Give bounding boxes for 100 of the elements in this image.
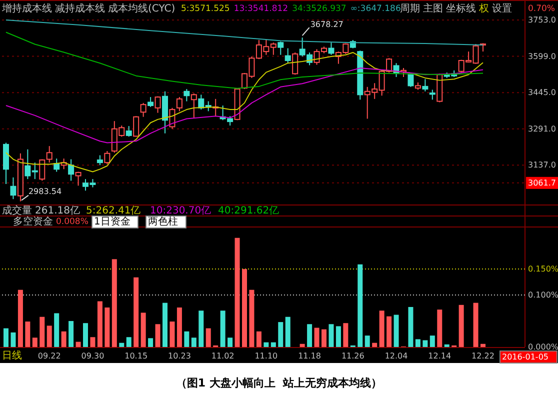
bar [104, 308, 110, 347]
bar [46, 326, 52, 347]
candlestick [154, 96, 161, 114]
candlestick [68, 158, 74, 182]
text: 2016-01-05 [502, 352, 548, 362]
bar [126, 337, 132, 347]
candlestick [10, 176, 16, 200]
bar [249, 290, 254, 347]
candlestick [292, 52, 298, 76]
bar [234, 238, 240, 347]
text: 1日资金 [94, 216, 130, 228]
text: 5:3571.525 [181, 4, 230, 14]
text: 40:291.62亿 [218, 206, 280, 216]
bar [386, 316, 392, 347]
bar [191, 338, 196, 347]
bar [228, 338, 233, 347]
bar [198, 310, 204, 347]
text: ∞:3647.186 [350, 4, 401, 14]
bar [90, 337, 96, 347]
text: 5:262.41亿 [86, 206, 141, 216]
bar [68, 321, 74, 347]
bar [430, 336, 435, 347]
text: （图1 大盘小幅向上 站上无穷成本均线） [176, 376, 382, 390]
candlestick [328, 42, 334, 56]
x-tick-label: 12.04 [384, 352, 408, 360]
annotation: 坐标线 [446, 2, 476, 14]
bar [458, 304, 464, 347]
bar [322, 329, 326, 347]
bar [328, 324, 334, 347]
x-tick-label: 11.18 [298, 352, 321, 360]
x-tick-label: 10.23 [168, 352, 191, 360]
bar [155, 324, 160, 347]
text: 0.008% [56, 217, 88, 227]
candlestick [184, 88, 190, 102]
annotation: 减持成本线 [55, 2, 105, 14]
y-tick-label: 3599.0 [528, 52, 556, 61]
candlestick [278, 41, 284, 56]
x-tick-label: 11.02 [211, 352, 234, 360]
candlestick [104, 150, 110, 165]
bar [444, 344, 450, 347]
text: 两色柱 [148, 216, 178, 228]
bar [242, 269, 247, 347]
bar [170, 322, 175, 347]
text: 多空资金 [13, 216, 53, 228]
line-series [6, 68, 484, 144]
bar [162, 302, 168, 347]
bar [480, 344, 486, 347]
candlestick [176, 96, 182, 112]
bar [140, 312, 146, 347]
x-tick-label: 12.22 [472, 352, 494, 360]
annotation: 增持成本线 [1, 2, 52, 14]
candlestick [133, 116, 140, 138]
bar [358, 264, 363, 347]
bar [176, 308, 182, 347]
bar [148, 338, 154, 347]
candlestick [284, 48, 291, 64]
bar [422, 340, 428, 347]
bar [285, 316, 290, 347]
y-tick-label: 3291.0 [528, 124, 556, 134]
y-tick-label: 0.100% [528, 290, 558, 300]
annotation: 权 [478, 2, 489, 14]
bar [300, 344, 305, 347]
bar [61, 331, 66, 347]
bar [278, 322, 284, 347]
bar [25, 322, 30, 347]
bar [343, 323, 348, 347]
annotation: 周期 [400, 2, 420, 14]
candlestick [422, 78, 428, 92]
candlestick [75, 171, 82, 186]
bar [184, 331, 190, 347]
candlestick [140, 102, 146, 118]
bar [206, 328, 211, 347]
y-tick-label: 3753.0 [528, 15, 556, 24]
text: 34:3526.937 [292, 4, 346, 14]
bar [408, 306, 414, 347]
bar [220, 310, 226, 347]
bar [256, 331, 262, 347]
x-tick-label: 09.30 [81, 352, 104, 360]
x-tick-label: 10.15 [124, 352, 148, 360]
text: 0.70% [528, 4, 556, 14]
bar [364, 336, 370, 347]
bar [336, 326, 341, 347]
text: 13:3541.812 [234, 4, 288, 14]
bar [40, 316, 45, 347]
bar [134, 277, 139, 347]
candlestick [96, 154, 103, 166]
text: 成交量 [2, 204, 32, 216]
candlestick [148, 96, 154, 108]
x-tick-label: 12.14 [428, 352, 452, 360]
candlestick [162, 90, 168, 134]
text: 10:230.70亿 [150, 206, 212, 216]
bar [394, 314, 399, 347]
text: 261.18亿 [35, 206, 80, 216]
bar [314, 328, 320, 347]
bar [10, 332, 16, 347]
bar [264, 342, 269, 347]
annotation: 3678.27 [310, 20, 344, 30]
bar [4, 328, 8, 347]
candlestick [126, 126, 132, 138]
bar [119, 342, 124, 347]
